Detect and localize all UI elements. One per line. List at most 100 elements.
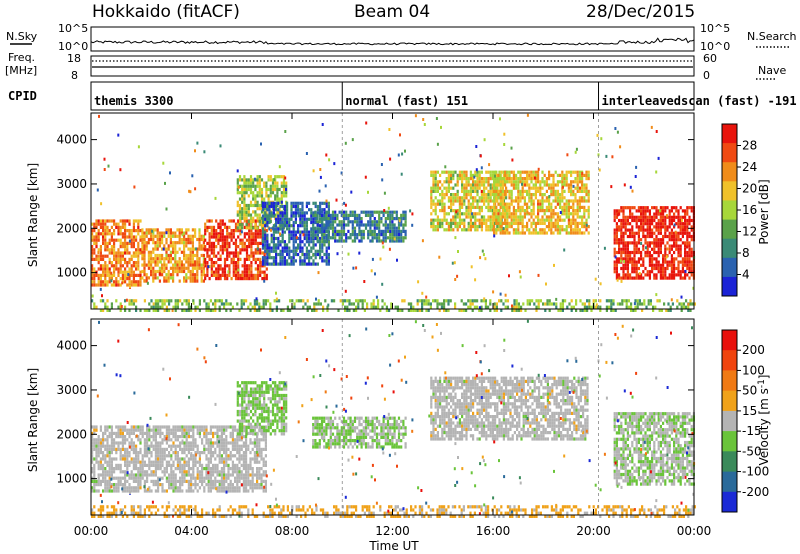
echo-cell (172, 235, 174, 238)
power-panel: 1000200030004000 Slant Range [km] (26, 113, 696, 312)
echo-cell (242, 277, 244, 280)
echo-scatter (519, 270, 521, 273)
echo-cell (93, 280, 95, 283)
echo-cell (644, 216, 646, 219)
echo-cell (254, 214, 256, 217)
echo-cell (279, 215, 281, 218)
echo-cell (312, 227, 314, 230)
echo-cell (647, 222, 649, 225)
echo-cell (206, 248, 208, 251)
echo-cell (120, 448, 122, 451)
echo-cell (441, 306, 443, 309)
echo-cell (111, 239, 113, 242)
echo-cell (583, 190, 585, 193)
echo-cell (109, 461, 111, 464)
echo-cell (102, 280, 104, 283)
echo-cell (109, 229, 111, 232)
echo-cell (664, 261, 666, 264)
echo-cell (113, 486, 115, 489)
echo-cell (301, 253, 303, 256)
echo-cell (117, 477, 119, 480)
echo-cell (660, 251, 662, 254)
echo-cell (194, 235, 196, 238)
echo-cell (124, 457, 126, 460)
echo-cell (328, 243, 330, 246)
echo-cell (671, 229, 673, 232)
cpid-segment-label: interleavedscan (fast) -191 (602, 94, 797, 108)
echo-cell (548, 219, 550, 222)
echo-cell (669, 261, 671, 264)
echo-cell (157, 254, 159, 257)
echo-cell (636, 251, 638, 254)
echo-cell (126, 429, 128, 432)
echo-cell (517, 196, 519, 199)
echo-cell (645, 306, 647, 309)
echo-cell (211, 274, 213, 277)
echo-cell (504, 219, 506, 222)
echo-cell (552, 187, 554, 190)
echo-cell (535, 299, 537, 302)
echo-cell (222, 239, 224, 242)
echo-cell (485, 228, 487, 231)
echo-cell (172, 248, 174, 251)
echo-cell (111, 461, 113, 464)
echo-cell (662, 264, 664, 267)
echo-cell (513, 199, 515, 202)
echo-cell (215, 219, 217, 222)
echo-cell (306, 205, 308, 208)
echo-cell (257, 226, 259, 229)
echo-cell (165, 276, 167, 279)
echo-cell (376, 233, 378, 236)
echo-cell (483, 219, 485, 222)
echo-cell (95, 223, 97, 226)
echo-cell (312, 243, 314, 246)
echo-cell (159, 257, 161, 260)
echo-cell (502, 193, 504, 196)
echo-scatter (97, 251, 99, 254)
echo-cell (686, 267, 688, 270)
echo-cell (465, 302, 467, 305)
echo-cell (263, 185, 265, 188)
echo-cell (187, 276, 189, 279)
echo-cell (98, 267, 100, 270)
echo-cell (239, 191, 241, 194)
echo-cell (109, 432, 111, 435)
echo-cell (638, 235, 640, 238)
echo-scatter (159, 272, 161, 275)
echo-cell (266, 218, 268, 221)
echo-cell (502, 199, 504, 202)
echo-cell (655, 225, 657, 228)
echo-cell (224, 258, 226, 261)
echo-cell (454, 219, 456, 222)
echo-cell (288, 231, 290, 234)
echo-cell (246, 248, 248, 251)
echo-cell (502, 209, 504, 212)
echo-scatter (220, 144, 222, 147)
echo-cell (574, 219, 576, 222)
echo-cell (374, 230, 376, 233)
echo-cell (528, 228, 530, 231)
echo-cell (550, 228, 552, 231)
echo-cell (332, 223, 334, 226)
echo-cell (526, 206, 528, 209)
echo-cell (183, 238, 185, 241)
echo-scatter (218, 234, 220, 237)
echo-cell (506, 203, 508, 206)
echo-cell (288, 221, 290, 224)
echo-cell (430, 196, 432, 199)
echo-cell (487, 306, 489, 309)
echo-cell (666, 264, 668, 267)
echo-cell (495, 199, 497, 202)
echo-cell (616, 270, 618, 273)
echo-cell (120, 219, 122, 222)
echo-cell (336, 223, 338, 226)
echo-cell (385, 230, 387, 233)
echo-cell (245, 299, 247, 302)
echo-cell (293, 205, 295, 208)
echo-cell (616, 225, 618, 228)
echo-cell (688, 261, 690, 264)
echo-scatter (675, 231, 677, 234)
echo-cell (264, 215, 266, 218)
echo-cell (684, 273, 686, 276)
echo-cell (222, 274, 224, 277)
